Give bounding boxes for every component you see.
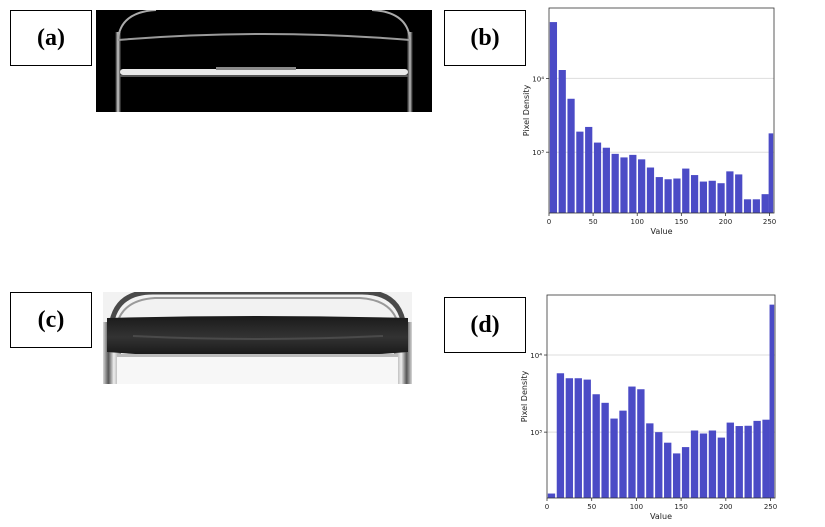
histogram-bar [628,386,636,498]
x-tick-label: 150 [674,503,687,511]
histogram-bar [567,98,575,213]
histogram-bar [655,432,663,498]
histogram-bar [646,423,654,498]
histogram-bar [681,447,690,498]
x-tick-label: 150 [675,218,688,226]
histogram-bar [672,453,681,498]
histogram-bar [629,154,637,213]
histogram-bar [610,418,618,498]
x-tick-label: 250 [764,503,777,511]
histogram-bar [735,426,743,498]
histogram-bar [655,177,663,213]
histogram-bar [673,178,681,213]
histogram-bar [735,174,743,213]
histogram-bar [585,126,593,213]
histogram-bar [574,378,582,498]
histogram-bar [558,70,566,213]
histogram-bar [646,167,655,213]
histogram-bar [726,171,734,213]
histogram-bar [592,394,600,498]
y-tick-label: 10³ [532,149,544,157]
histogram-bar [682,168,690,213]
histogram-bar [620,157,628,213]
histogram-bar [583,379,591,498]
histogram-bar [699,181,708,213]
histogram-bar [699,433,708,498]
histogram-bar [762,419,770,498]
panel-label-b: (b) [444,10,526,66]
x-tick-label: 0 [547,218,551,226]
histogram-bar [619,410,627,498]
histogram-bar [752,199,760,213]
histogram-bar [708,180,716,213]
histogram-bar [690,175,699,213]
histogram-bar [637,389,645,498]
panel-label-c: (c) [10,292,92,348]
y-axis-label: Pixel Density [522,85,531,137]
histogram-bar [638,159,646,213]
y-tick-label: 10⁴ [532,75,544,83]
histogram-bar [602,147,610,213]
panel-label-a: (a) [10,10,92,66]
histogram-bar [708,430,717,498]
histogram-bar [717,183,725,213]
histogram-bar [549,22,558,214]
histogram-bar [664,442,672,498]
histogram-bar [576,131,584,213]
vial-image-light [103,292,412,384]
vial-image-light-drawing [103,292,412,384]
panel-label-d: (d) [444,297,526,353]
histogram-bar [761,194,769,213]
histogram-bar [743,199,752,213]
x-tick-label: 250 [763,218,776,226]
x-tick-label: 50 [589,218,598,226]
y-axis-label: Pixel Density [520,371,529,423]
x-axis-label: Value [651,227,673,236]
x-axis-label: Value [650,512,672,521]
x-tick-label: 50 [587,503,596,511]
vial-image-dark [96,10,432,112]
histogram-bar [565,378,574,498]
vial-image-dark-drawing [115,10,413,112]
y-tick-label: 10³ [530,429,542,437]
x-tick-label: 0 [545,503,549,511]
plot-frame [546,294,776,499]
x-tick-label: 200 [719,503,732,511]
histogram-bar [753,420,761,498]
histogram-bar [726,422,734,498]
y-tick-label: 10⁴ [530,352,542,360]
histogram-bar [601,402,609,498]
histogram-bar [556,373,565,498]
x-tick-label: 100 [630,503,643,511]
histogram-bar [769,304,775,498]
histogram-bar [547,493,556,498]
histogram-bar [611,153,619,213]
histogram-bar [744,425,752,498]
histogram-bar [664,179,672,213]
histogram-bar [768,133,774,213]
histogram-bar [690,430,699,498]
histogram-bar [593,142,602,213]
histogram-bar [717,437,726,498]
plot-frame [548,7,775,214]
histogram-chart-d: 10³ 10⁴ 0 50 100 150 200 250 Value Pixel Density [520,294,777,521]
x-tick-label: 100 [631,218,644,226]
x-tick-label: 200 [719,218,732,226]
histogram-chart-b: 10³ 10⁴ 0 50 100 150 200 250 Value Pixel Density [522,7,776,236]
